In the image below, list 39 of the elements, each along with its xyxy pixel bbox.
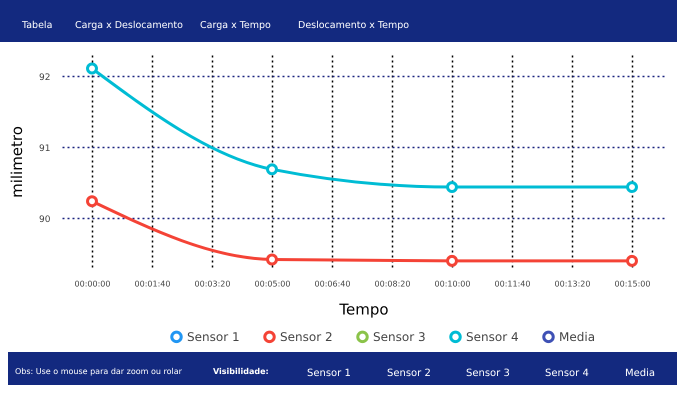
y-tick-label: 91	[39, 144, 50, 154]
point	[446, 254, 458, 267]
text: Carga x Tempo	[200, 20, 272, 31]
text: Sensor 1	[307, 368, 351, 379]
text: Deslocamento x Tempo	[298, 20, 410, 31]
x-axis-title: Tempo	[338, 300, 389, 318]
y-tick-label: 90	[39, 214, 51, 225]
text: Visibilidade:	[213, 367, 269, 376]
legend-label: Sensor 2	[280, 330, 333, 344]
x-tick-label: 00:11:40	[494, 280, 530, 288]
x-tick-label: 00:08:20	[374, 280, 410, 288]
text: Media	[625, 368, 656, 379]
text: Obs: Use o mouse para dar zoom ou rolar	[15, 367, 183, 376]
legend-label: Media	[559, 330, 596, 344]
point	[626, 181, 638, 194]
x-tick-label: 00:01:40	[134, 280, 170, 288]
x-tick-label: 00:13:20	[554, 280, 590, 288]
legend-label: Sensor 1	[187, 330, 240, 344]
x-tick-label: 00:06:40	[314, 280, 350, 288]
text: Sensor 2	[387, 368, 431, 379]
x-tick-label: 00:00:00	[74, 280, 110, 288]
y-axis-title: milimetro	[8, 126, 26, 198]
text: Tabela	[21, 20, 52, 31]
text: Sensor 4	[545, 368, 589, 379]
legend-label: Sensor 4	[466, 330, 519, 344]
point	[626, 254, 638, 267]
x-tick-label: 00:05:00	[254, 280, 290, 288]
text: Carga x Deslocamento	[75, 20, 184, 31]
point	[266, 254, 278, 266]
legend-label: Sensor 3	[373, 330, 426, 344]
x-tick-label: 00:10:00	[434, 280, 470, 288]
y-tick-label: 92	[39, 72, 50, 83]
text: Sensor 3	[466, 368, 510, 379]
x-tick-label: 00:15:00	[614, 280, 650, 288]
point	[86, 62, 98, 74]
point	[86, 195, 98, 208]
x-tick-label: 00:03:20	[194, 280, 230, 288]
point	[446, 181, 458, 194]
point	[266, 163, 278, 176]
